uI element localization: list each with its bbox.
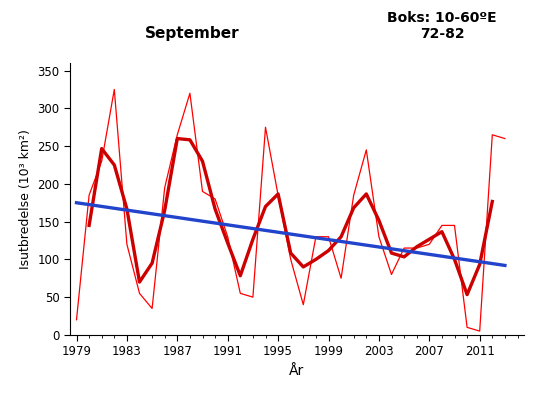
X-axis label: År: År [289,364,305,378]
Text: Boks: 10-60ºE
72-82: Boks: 10-60ºE 72-82 [387,11,497,41]
Text: September: September [145,26,240,41]
Y-axis label: Isutbredelse (10³ km²): Isutbredelse (10³ km²) [19,129,32,269]
